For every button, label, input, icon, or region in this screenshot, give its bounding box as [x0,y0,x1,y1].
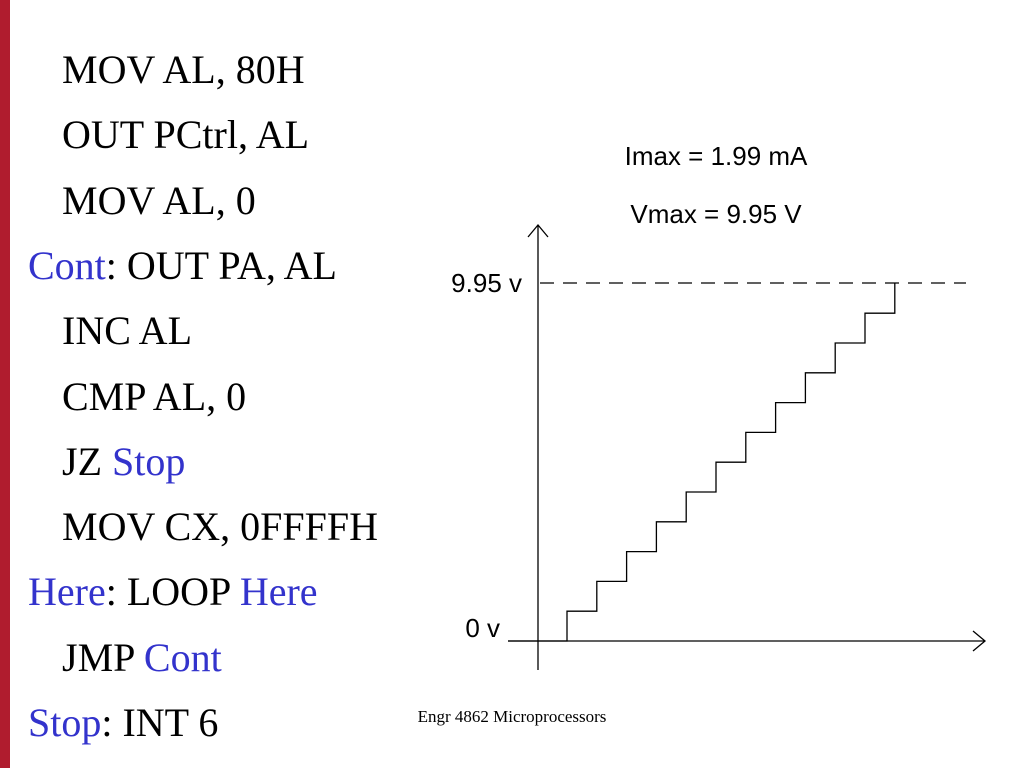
code-text: : INT 6 [101,700,219,745]
code-line: INC AL [62,311,192,351]
top-voltage-label: 9.95 v [451,268,522,298]
code-label: Here [28,569,106,615]
imax-label: Imax = 1.99 mA [625,141,808,171]
code-text: INC AL [62,308,192,354]
code-line: Here: LOOP Here [28,572,318,612]
code-line: OUT PCtrl, AL [62,115,309,155]
code-label: Stop [28,700,102,745]
code-line: MOV CX, 0FFFFH [62,507,378,547]
code-text: MOV CX, 0FFFFH [62,504,379,550]
side-bar [0,0,10,768]
code-line: CMP AL, 0 [62,373,247,419]
code-line: MOV AL, 80H [62,50,305,90]
vmax-label: Vmax = 9.95 V [630,199,802,229]
code-label: Stop [112,438,186,484]
code-text: : OUT PA, AL [105,242,337,288]
code-text: JMP [62,634,144,680]
code-line: JMP Cont [62,634,222,680]
code-line: MOV AL, 0 [62,177,256,223]
bottom-voltage-label: 0 v [465,613,500,643]
y-arrow [527,223,549,238]
code-text: MOV AL, 80H [62,47,305,92]
code-label: Here [239,569,318,615]
code-text: JZ [62,438,112,484]
code-line: Stop: INT 6 [28,703,218,743]
code-text: MOV AL, 0 [62,177,256,223]
staircase [508,283,896,642]
code-text: CMP AL, 0 [62,373,247,419]
code-label: Cont [143,634,222,680]
code-line: Cont: OUT PA, AL [28,242,337,288]
code-text: : LOOP [105,569,240,615]
code-text: OUT PCtrl, AL [62,112,310,158]
code-label: Cont [28,242,106,288]
footer: Engr 4862 Microprocessors [418,707,607,726]
code-line: JZ Stop [62,438,186,484]
x-arrow [972,630,987,652]
